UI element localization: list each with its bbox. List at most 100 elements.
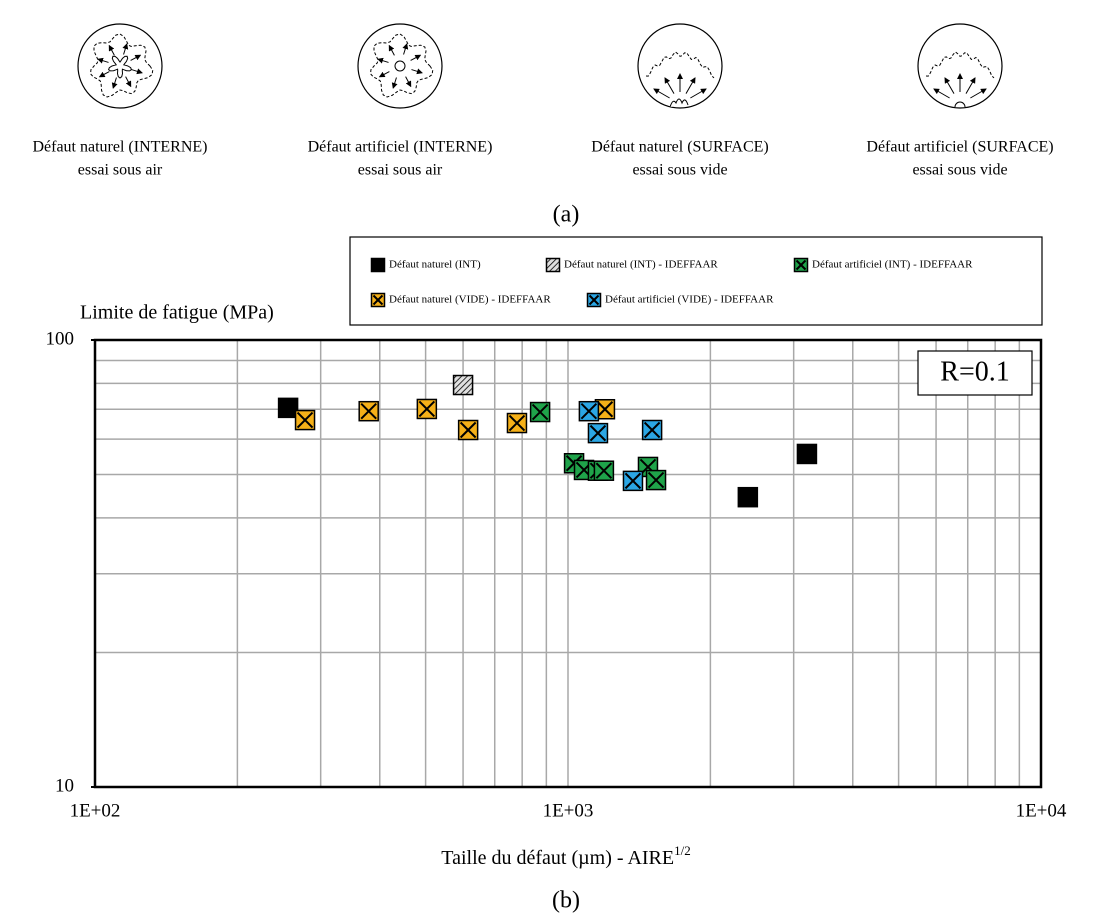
arrow xyxy=(970,88,987,99)
x-tick-label: 1E+02 xyxy=(70,800,121,821)
marker xyxy=(587,422,609,444)
marker-cross xyxy=(418,400,436,418)
x-axis-title-sup: 1/2 xyxy=(674,843,691,858)
marker-box xyxy=(737,486,759,508)
marker-cross xyxy=(508,414,526,432)
arrow xyxy=(410,54,422,61)
defect xyxy=(394,60,406,72)
x-axis-title: Taille du défaut (µm) - AIRE1/2 xyxy=(441,843,690,869)
marker xyxy=(277,397,299,419)
marker-cross xyxy=(596,401,614,418)
marker-cross xyxy=(531,403,549,421)
marker-cross xyxy=(588,294,600,306)
arrow xyxy=(125,76,132,88)
annotation: R=0.1 xyxy=(940,356,1009,387)
plot-frame xyxy=(93,338,1043,789)
plot: 1E+02 1E+03 1E+04 10 100 R=0.1 Défaut naturel … xyxy=(46,236,1067,821)
arrow xyxy=(111,77,118,89)
annotation-box xyxy=(917,350,1033,396)
section-circle xyxy=(637,23,723,109)
marker xyxy=(370,257,386,273)
marker xyxy=(645,469,667,491)
legend-label: Défaut naturel (INT) xyxy=(389,259,481,271)
marker xyxy=(793,257,809,273)
marker-cross xyxy=(296,411,314,429)
legend-label: Défaut artificiel (INT) - IDEFFAAR xyxy=(812,259,973,271)
y-tick-label: 10 xyxy=(55,775,74,796)
marker xyxy=(529,401,551,423)
diagram-caption: essai sous air xyxy=(78,162,163,179)
marker xyxy=(294,409,316,431)
crack-front xyxy=(645,51,715,79)
defect xyxy=(669,98,689,108)
marker-cross xyxy=(372,294,384,306)
arrow xyxy=(378,71,390,78)
legend-label: Défaut artificiel (VIDE) - IDEFFAAR xyxy=(605,294,774,306)
marker xyxy=(593,460,615,481)
diagram-caption: Défaut naturel (INTERNE) xyxy=(32,139,207,156)
diagram-caption: Défaut naturel (SURFACE) xyxy=(591,139,768,156)
legend-label: Défaut naturel (VIDE) - IDEFFAAR xyxy=(389,294,551,306)
marker xyxy=(737,486,759,508)
arrow xyxy=(933,88,950,99)
diagrams: Défaut naturel (INTERNE) essai sous air Dé… xyxy=(32,23,1054,179)
legend-box xyxy=(349,236,1043,326)
section-circle xyxy=(917,23,1003,109)
crack-front xyxy=(925,51,995,79)
arrow xyxy=(122,43,129,55)
diagram-caption: essai sous air xyxy=(358,162,443,179)
diagram-caption: Défaut artificiel (INTERNE) xyxy=(308,139,493,156)
y-axis-title: Limite de fatigue (MPa) xyxy=(80,302,274,324)
arrow xyxy=(98,71,110,78)
section-circle xyxy=(77,23,163,109)
crack-front xyxy=(90,33,154,98)
marker-box xyxy=(452,374,474,396)
marker-cross xyxy=(647,471,665,489)
arrow xyxy=(377,57,389,64)
marker xyxy=(452,374,474,396)
arrow xyxy=(690,88,707,99)
marker xyxy=(641,419,663,441)
marker-cross xyxy=(624,472,642,490)
marker xyxy=(586,292,602,308)
panel-label: (a) xyxy=(553,202,580,228)
marker-cross xyxy=(589,424,607,442)
arrow xyxy=(402,43,409,55)
marker xyxy=(416,398,438,420)
diagram-caption: essai sous vide xyxy=(632,162,727,179)
marker-box xyxy=(796,443,818,465)
arrow xyxy=(391,77,398,89)
defect xyxy=(107,55,133,79)
diagram-caption: essai sous vide xyxy=(912,162,1007,179)
arrow xyxy=(411,68,423,75)
arrow xyxy=(685,77,696,94)
arrow xyxy=(965,77,976,94)
diagram-caption: Défaut artificiel (SURFACE) xyxy=(866,139,1053,156)
arrow xyxy=(405,76,412,88)
marker xyxy=(506,412,528,434)
x-tick-label: 1E+04 xyxy=(1016,800,1067,821)
panel-label: (b) xyxy=(552,888,580,914)
legend-label: Défaut naturel (INT) - IDEFFAAR xyxy=(564,259,718,271)
marker xyxy=(358,400,379,422)
marker xyxy=(578,400,600,422)
marker-box xyxy=(370,257,386,273)
marker-cross xyxy=(795,259,807,271)
arrow xyxy=(664,77,675,94)
arrow xyxy=(97,57,109,64)
marker xyxy=(457,419,479,441)
section-circle xyxy=(357,23,443,109)
defect xyxy=(954,101,966,108)
arrow xyxy=(388,44,395,56)
marker-cross xyxy=(580,402,598,420)
marker xyxy=(545,257,561,273)
arrow xyxy=(944,77,955,94)
marker-cross xyxy=(595,462,613,479)
marker xyxy=(370,292,386,308)
arrow xyxy=(108,44,115,56)
x-axis-title-main: Taille du défaut (µm) - AIRE xyxy=(441,847,674,869)
marker-box xyxy=(545,257,561,273)
x-tick-label: 1E+03 xyxy=(543,800,594,821)
arrow xyxy=(130,54,142,61)
